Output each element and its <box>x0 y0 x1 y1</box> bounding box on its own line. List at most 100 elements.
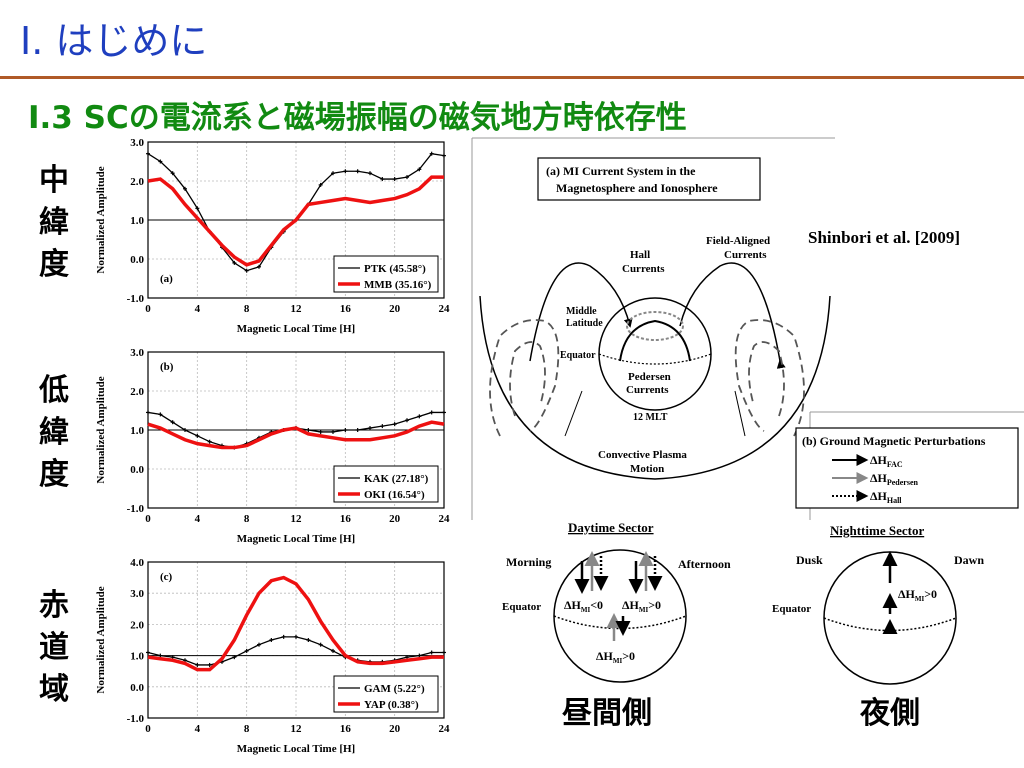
legend-label: MMB (35.16°) <box>364 279 432 291</box>
fac-loop-right <box>679 262 786 369</box>
y-tick-label: -1.0 <box>127 713 145 725</box>
hall-label-line1: Hall <box>630 249 650 261</box>
y-axis-label: Normalized Amplitude <box>95 586 107 693</box>
hall-current-loop <box>626 311 684 341</box>
legend-label: OKI (16.54°) <box>364 489 425 501</box>
y-tick-label: -1.0 <box>127 503 145 515</box>
dawn-label: Dawn <box>954 553 984 567</box>
middle-latitude-label-line2: Latitude <box>566 318 603 329</box>
panel-a-title-box <box>537 157 761 201</box>
x-tick-label: 16 <box>340 303 352 315</box>
x-tick-label: 12 <box>291 303 303 315</box>
legend-label: PTK (45.58°) <box>364 263 426 275</box>
plot-frame <box>147 561 445 719</box>
y-tick-label: 1.0 <box>130 215 144 227</box>
series-line-1 <box>147 575 444 672</box>
legend-label: KAK (27.18°) <box>364 473 429 485</box>
x-tick-label: 8 <box>244 513 250 525</box>
equator-label: Equator <box>560 350 596 361</box>
side-label-char: 緯 <box>39 205 69 240</box>
y-tick-label: 0.0 <box>130 464 144 476</box>
x-tick-label: 12 <box>291 513 303 525</box>
chart-panel-a: 0 4 8 12 16 20 24 -1.0 0.0 1.0 2.0 3.0 (a) PTK (45.58… <box>95 137 451 335</box>
x-axis-label: Magnetic Local Time [H] <box>237 743 355 755</box>
legend-pedersen-label: ΔHPedersen <box>870 471 919 487</box>
y-axis-label: Normalized Amplitude <box>95 166 107 273</box>
mlt-label: 12 MLT <box>633 412 668 423</box>
panel-b-legend-box <box>795 427 1019 509</box>
daytime-sector-title: Daytime Sector <box>568 520 654 535</box>
x-tick-label: 24 <box>439 303 451 315</box>
y-tick-label: 3.0 <box>130 137 144 149</box>
convective-pointer-right <box>734 390 746 437</box>
legend-box <box>333 255 439 293</box>
nighttime-sector-title: Nighttime Sector <box>830 523 924 538</box>
legend-label: YAP (0.38°) <box>364 699 419 711</box>
y-tick-label: 2.0 <box>130 386 144 398</box>
x-tick-label: 24 <box>439 513 451 525</box>
nighttime-jp-label: 夜側 <box>860 696 920 731</box>
x-tick-label: 16 <box>340 513 352 525</box>
y-axis-label: Normalized Amplitude <box>95 376 107 483</box>
legend-hall-label: ΔHHall <box>870 489 902 505</box>
y-tick-label: 3.0 <box>130 588 144 600</box>
panel-label: (c) <box>160 571 173 583</box>
y-tick-label: 4.0 <box>130 557 144 569</box>
convection-loop-left-outer <box>489 319 560 437</box>
y-tick-label: 0.0 <box>130 682 144 694</box>
convective-label-line2: Motion <box>630 463 664 475</box>
y-tick-label: 2.0 <box>130 619 144 631</box>
panel-a-title-line1: (a) MI Current System in the <box>546 164 696 178</box>
pedersen-label-line2: Currents <box>626 384 669 396</box>
legend-box <box>333 465 439 503</box>
convection-loop-left-inner <box>509 341 546 417</box>
hall-label-line2: Currents <box>622 263 665 275</box>
daytime-jp-label: 昼間側 <box>562 696 652 731</box>
side-label-char: 緯 <box>39 415 69 450</box>
x-axis-label: Magnetic Local Time [H] <box>237 323 355 335</box>
x-tick-label: 20 <box>389 723 401 735</box>
x-tick-label: 20 <box>389 513 401 525</box>
side-label-low-latitude: 低 緯 度 <box>32 370 76 496</box>
panel-label: (b) <box>160 361 174 373</box>
plot-frame <box>147 141 445 299</box>
series-line-1 <box>147 420 445 450</box>
title-divider <box>0 76 1024 79</box>
side-label-char: 低 <box>39 373 69 408</box>
side-label-char: 度 <box>39 247 69 282</box>
x-axis-label: Magnetic Local Time [H] <box>237 533 355 545</box>
dh-equator-label: ΔHMI>0 <box>596 649 635 665</box>
panel-label: (a) <box>160 273 173 285</box>
convection-loop-right-inner <box>748 341 785 417</box>
convective-pointer-left <box>564 390 583 437</box>
convection-loop-right-outer <box>734 319 805 437</box>
x-tick-label: 20 <box>389 303 401 315</box>
x-tick-label: 0 <box>145 303 151 315</box>
citation: Shinbori et al. [2009] <box>808 228 961 247</box>
dusk-label: Dusk <box>796 553 823 567</box>
x-tick-label: 24 <box>439 723 451 735</box>
magnetosphere-outline <box>479 295 831 480</box>
side-label-char: 域 <box>39 672 69 707</box>
y-tick-label: 1.0 <box>130 425 144 437</box>
side-label-char: 赤 <box>39 588 69 623</box>
panel-a-title-line2: Magnetosphere and Ionosphere <box>556 181 718 195</box>
y-tick-label: 1.0 <box>130 651 144 663</box>
mi-current-system-diagram: (a) MI Current System in the Magnetosphe… <box>471 137 1024 685</box>
x-tick-label: 8 <box>244 723 250 735</box>
panel-b-title: (b) Ground Magnetic Perturbations <box>802 434 986 448</box>
plot-frame <box>147 351 445 509</box>
slide-subtitle: I.3 SCの電流系と磁場振幅の磁気地方時依存性 <box>28 100 687 136</box>
dh-afternoon-label: ΔHMI>0 <box>622 598 661 614</box>
fac-label-line1: Field-Aligned <box>706 235 770 247</box>
pedersen-label-line1: Pedersen <box>628 371 671 383</box>
y-tick-label: -1.0 <box>127 293 145 305</box>
equator-line <box>598 353 712 365</box>
convective-label-line1: Convective Plasma <box>598 449 687 461</box>
fac-label-line2: Currents <box>724 249 767 261</box>
dh-night-label: ΔHMI>0 <box>898 587 937 603</box>
side-label-char: 中 <box>39 163 69 198</box>
y-tick-label: 0.0 <box>130 254 144 266</box>
daytime-equator-label: Equator <box>502 601 541 613</box>
afternoon-label: Afternoon <box>678 557 731 571</box>
